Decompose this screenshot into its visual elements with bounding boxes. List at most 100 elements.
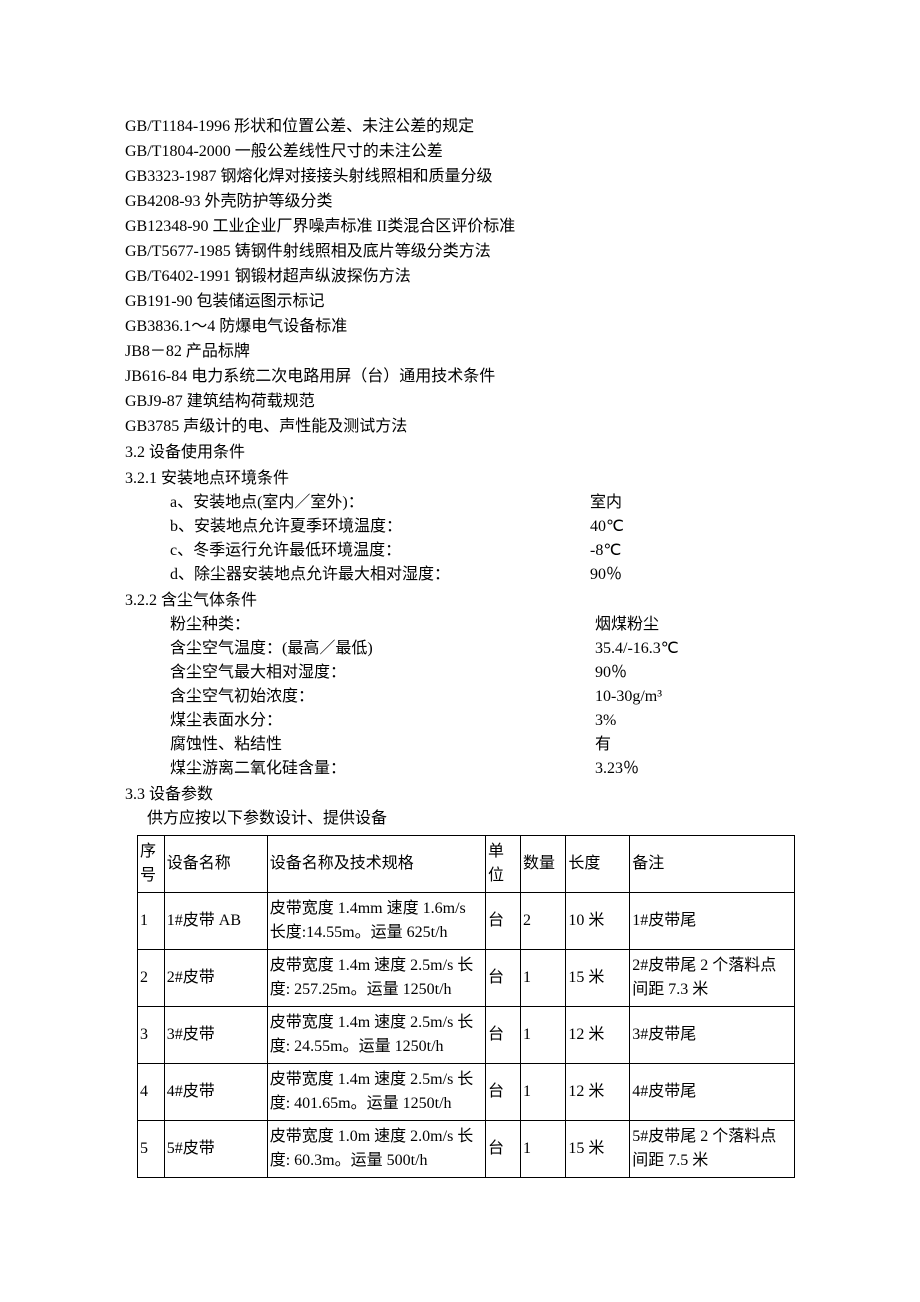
- table-cell: 1: [138, 893, 165, 950]
- env-condition-row: d、除尘器安装地点允许最大相对湿度：90％: [125, 563, 795, 587]
- section-3-2-1-heading: 3.2.1 安装地点环境条件: [125, 467, 795, 491]
- standard-line: JB8－82 产品标牌: [125, 340, 795, 364]
- env-condition-key: d、除尘器安装地点允许最大相对湿度：: [170, 563, 590, 587]
- standard-line: GB3836.1～4 防爆电气设备标准: [125, 315, 795, 339]
- table-cell: 3#皮带尾: [630, 1007, 795, 1064]
- table-cell: 3: [138, 1007, 165, 1064]
- standard-line: GB/T6402-1991 钢锻材超声纵波探伤方法: [125, 265, 795, 289]
- table-cell: 1: [521, 950, 566, 1007]
- env-condition-value: 40℃: [590, 515, 795, 539]
- table-cell: 2: [521, 893, 566, 950]
- env-condition-value: 90％: [590, 563, 795, 587]
- standard-line: GB/T1184-1996 形状和位置公差、未注公差的规定: [125, 115, 795, 139]
- table-cell: 台: [486, 893, 521, 950]
- table-row: 22#皮带皮带宽度 1.4m 速度 2.5m/s 长度: 257.25m。运量 …: [138, 950, 795, 1007]
- dust-condition-key: 粉尘种类：: [170, 613, 595, 637]
- table-row: 33#皮带皮带宽度 1.4m 速度 2.5m/s 长度: 24.55m。运量 1…: [138, 1007, 795, 1064]
- dust-condition-key: 煤尘游离二氧化硅含量：: [170, 757, 595, 781]
- dust-condition-row: 含尘空气温度：(最高／最低) 35.4/-16.3℃: [125, 637, 795, 661]
- section-3-3-subtext: 供方应按以下参数设计、提供设备: [125, 807, 795, 831]
- table-cell: 4#皮带尾: [630, 1064, 795, 1121]
- table-cell: 3#皮带: [164, 1007, 267, 1064]
- table-cell: 15 米: [566, 1121, 630, 1178]
- env-condition-value: -8℃: [590, 539, 795, 563]
- env-condition-value: 室内: [590, 491, 795, 515]
- dust-condition-value: 10-30g/m³: [595, 685, 795, 709]
- env-condition-row: a、安装地点(室内／室外)：室内: [125, 491, 795, 515]
- table-cell: 15 米: [566, 950, 630, 1007]
- col-header-name: 设备名称: [164, 836, 267, 893]
- section-3-2-heading: 3.2 设备使用条件: [125, 441, 795, 465]
- dust-condition-value: 35.4/-16.3℃: [595, 637, 795, 661]
- dust-condition-row: 粉尘种类：烟煤粉尘: [125, 613, 795, 637]
- table-row: 11#皮带 AB皮带宽度 1.4mm 速度 1.6m/s 长度:14.55m。运…: [138, 893, 795, 950]
- table-cell: 5: [138, 1121, 165, 1178]
- table-cell: 4: [138, 1064, 165, 1121]
- standard-line: JB616-84 电力系统二次电路用屏（台）通用技术条件: [125, 365, 795, 389]
- standard-line: GB/T5677-1985 铸钢件射线照相及底片等级分类方法: [125, 240, 795, 264]
- table-cell: 2: [138, 950, 165, 1007]
- table-cell: 1: [521, 1064, 566, 1121]
- table-cell: 皮带宽度 1.4mm 速度 1.6m/s 长度:14.55m。运量 625t/h: [267, 893, 485, 950]
- table-cell: 皮带宽度 1.4m 速度 2.5m/s 长度: 401.65m。运量 1250t…: [267, 1064, 485, 1121]
- table-cell: 10 米: [566, 893, 630, 950]
- col-header-unit: 单位: [486, 836, 521, 893]
- table-cell: 5#皮带: [164, 1121, 267, 1178]
- table-cell: 5#皮带尾 2 个落料点间距 7.5 米: [630, 1121, 795, 1178]
- table-cell: 4#皮带: [164, 1064, 267, 1121]
- table-cell: 台: [486, 1121, 521, 1178]
- dust-condition-value: 90％: [595, 661, 795, 685]
- dust-condition-key: 煤尘表面水分：: [170, 709, 595, 733]
- table-body: 11#皮带 AB皮带宽度 1.4mm 速度 1.6m/s 长度:14.55m。运…: [138, 893, 795, 1178]
- table-cell: 皮带宽度 1.0m 速度 2.0m/s 长度: 60.3m。运量 500t/h: [267, 1121, 485, 1178]
- table-cell: 台: [486, 1007, 521, 1064]
- env-condition-row: c、冬季运行允许最低环境温度：-8℃: [125, 539, 795, 563]
- dust-condition-key: 含尘空气最大相对湿度：: [170, 661, 595, 685]
- standard-line: GB12348-90 工业企业厂界噪声标准 II类混合区评价标准: [125, 215, 795, 239]
- table-cell: 1: [521, 1121, 566, 1178]
- table-cell: 1#皮带尾: [630, 893, 795, 950]
- table-cell: 12 米: [566, 1064, 630, 1121]
- section-3-3-heading: 3.3 设备参数: [125, 783, 795, 807]
- table-cell: 1: [521, 1007, 566, 1064]
- standard-line: GBJ9-87 建筑结构荷载规范: [125, 390, 795, 414]
- dust-condition-row: 含尘空气最大相对湿度：90％: [125, 661, 795, 685]
- env-condition-key: b、安装地点允许夏季环境温度：: [170, 515, 590, 539]
- col-header-spec: 设备名称及技术规格: [267, 836, 485, 893]
- env-condition-key: a、安装地点(室内／室外)：: [170, 491, 590, 515]
- table-row: 55#皮带皮带宽度 1.0m 速度 2.0m/s 长度: 60.3m。运量 50…: [138, 1121, 795, 1178]
- env-condition-key: c、冬季运行允许最低环境温度：: [170, 539, 590, 563]
- dust-condition-value: 3%: [595, 709, 795, 733]
- table-cell: 皮带宽度 1.4m 速度 2.5m/s 长度: 257.25m。运量 1250t…: [267, 950, 485, 1007]
- table-row: 44#皮带皮带宽度 1.4m 速度 2.5m/s 长度: 401.65m。运量 …: [138, 1064, 795, 1121]
- standard-line: GB3323-1987 钢熔化焊对接接头射线照相和质量分级: [125, 165, 795, 189]
- dust-conditions-list: 粉尘种类：烟煤粉尘含尘空气温度：(最高／最低) 35.4/-16.3℃含尘空气最…: [125, 613, 795, 781]
- equipment-table-container: 序号 设备名称 设备名称及技术规格 单位 数量 长度 备注 11#皮带 AB皮带…: [125, 835, 795, 1178]
- table-cell: 2#皮带: [164, 950, 267, 1007]
- env-condition-row: b、安装地点允许夏季环境温度：40℃: [125, 515, 795, 539]
- standard-line: GB191-90 包装储运图示标记: [125, 290, 795, 314]
- standard-line: GB/T1804-2000 一般公差线性尺寸的未注公差: [125, 140, 795, 164]
- dust-condition-row: 煤尘表面水分： 3%: [125, 709, 795, 733]
- table-cell: 12 米: [566, 1007, 630, 1064]
- col-header-qty: 数量: [521, 836, 566, 893]
- dust-condition-row: 含尘空气初始浓度：10-30g/m³: [125, 685, 795, 709]
- dust-condition-key: 腐蚀性、粘结性: [170, 733, 595, 757]
- table-cell: 皮带宽度 1.4m 速度 2.5m/s 长度: 24.55m。运量 1250t/…: [267, 1007, 485, 1064]
- dust-condition-value: 有: [595, 733, 795, 757]
- col-header-remark: 备注: [630, 836, 795, 893]
- dust-condition-key: 含尘空气初始浓度：: [170, 685, 595, 709]
- table-header-row: 序号 设备名称 设备名称及技术规格 单位 数量 长度 备注: [138, 836, 795, 893]
- table-cell: 台: [486, 950, 521, 1007]
- dust-condition-key: 含尘空气温度：(最高／最低): [170, 637, 595, 661]
- table-cell: 1#皮带 AB: [164, 893, 267, 950]
- dust-condition-row: 腐蚀性、粘结性 有: [125, 733, 795, 757]
- col-header-len: 长度: [566, 836, 630, 893]
- equipment-table: 序号 设备名称 设备名称及技术规格 单位 数量 长度 备注 11#皮带 AB皮带…: [137, 835, 795, 1178]
- env-conditions-list: a、安装地点(室内／室外)：室内b、安装地点允许夏季环境温度：40℃c、冬季运行…: [125, 491, 795, 587]
- dust-condition-row: 煤尘游离二氧化硅含量：3.23％: [125, 757, 795, 781]
- col-header-seq: 序号: [138, 836, 165, 893]
- table-cell: 台: [486, 1064, 521, 1121]
- dust-condition-value: 3.23％: [595, 757, 795, 781]
- standard-line: GB3785 声级计的电、声性能及测试方法: [125, 415, 795, 439]
